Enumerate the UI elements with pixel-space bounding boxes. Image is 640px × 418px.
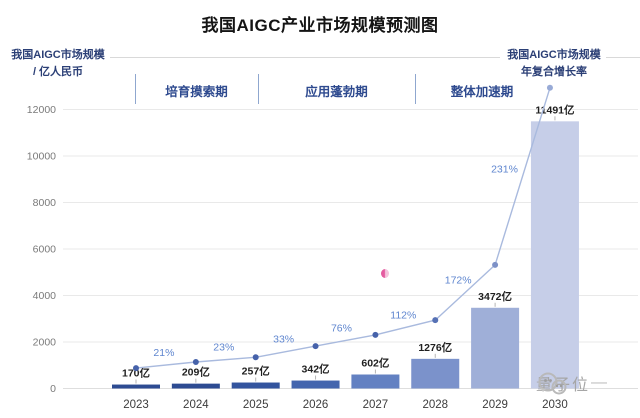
bar-2024 (171, 383, 220, 389)
left-axis-title-line2: / 亿人民币 (32, 66, 84, 78)
bar-value-2030: 11491亿 (535, 103, 575, 116)
growth-dot-2023 (133, 365, 139, 372)
growth-dot-2029 (492, 261, 499, 268)
left-axis-title: 我国AIGC市场规模 / 亿人民币 (10, 47, 106, 81)
cursor-artifact (381, 269, 389, 278)
growth-line (135, 87, 551, 369)
growth-dot-2028 (432, 317, 439, 324)
bar-value-2025: 257亿 (242, 365, 271, 378)
growth-label-23%: 23% (213, 342, 234, 354)
x-tick-2023: 2023 (123, 399, 149, 411)
bar-value-2029: 3472亿 (478, 290, 512, 303)
y-tick-8000: 8000 (33, 197, 57, 209)
x-tick-2026: 2026 (303, 399, 329, 411)
phase-label-0: 培育摸索期 (165, 85, 228, 99)
x-tick-2025: 2025 (243, 399, 269, 411)
watermark-dash: — (591, 374, 610, 391)
phase-label-1: 应用蓬勃期 (305, 85, 368, 99)
bar-2023 (112, 384, 160, 389)
bar-2026 (291, 380, 340, 389)
x-tick-2029: 2029 (482, 399, 508, 411)
y-tick-4000: 4000 (33, 290, 57, 302)
bar-value-2027: 602亿 (361, 357, 390, 370)
phase-divider-2 (415, 74, 416, 104)
growth-label-112%: 112% (390, 310, 416, 322)
x-tick-2027: 2027 (363, 399, 389, 411)
right-axis-title-line2: 年复合增长率 (521, 66, 587, 78)
chart-title: 我国AIGC产业市场规模预测图 (201, 16, 439, 35)
bar-value-2024: 209亿 (182, 366, 211, 379)
y-tick-12000: 12000 (27, 104, 56, 116)
x-tick-2030: 2030 (542, 399, 568, 411)
header-rule (110, 57, 500, 58)
bar-value-2028: 1276亿 (418, 341, 452, 354)
growth-label-172%: 172% (445, 275, 472, 287)
header-rule-right (606, 57, 640, 58)
growth-label-21%: 21% (153, 347, 174, 359)
growth-dot-2026 (312, 343, 319, 350)
right-axis-title-line1: 我国AIGC市场规模 (507, 49, 601, 61)
y-tick-2000: 2000 (33, 337, 57, 349)
bar-2027 (351, 374, 400, 389)
growth-label-33%: 33% (273, 334, 294, 346)
y-tick-6000: 6000 (33, 244, 57, 256)
x-tick-2028: 2028 (422, 399, 448, 411)
growth-dot-2025 (252, 354, 259, 361)
bar-value-2026: 342亿 (302, 363, 331, 376)
bar-2025 (231, 382, 280, 389)
growth-label-76%: 76% (331, 323, 352, 335)
left-axis-title-line1: 我国AIGC市场规模 (11, 49, 105, 61)
x-tick-2024: 2024 (183, 399, 209, 411)
watermark: 量子位 — (536, 371, 609, 395)
growth-dot-2024 (192, 358, 199, 365)
bar-2030 (530, 121, 579, 389)
growth-dot-2030 (546, 84, 553, 91)
bar-value-2023: 170亿 (122, 367, 151, 380)
y-tick-0: 0 (50, 383, 56, 395)
growth-dot-2027 (372, 331, 379, 338)
phase-label-2: 整体加速期 (450, 85, 514, 99)
phase-divider-1 (258, 74, 259, 104)
right-axis-title: 我国AIGC市场规模 年复合增长率 (504, 47, 604, 81)
y-tick-10000: 10000 (27, 151, 56, 163)
growth-label-231%: 231% (491, 163, 518, 175)
phase-divider-0 (135, 74, 136, 104)
bar-2028 (411, 358, 460, 389)
qbitai-logo-icon (538, 372, 567, 395)
bar-2029 (471, 307, 520, 389)
